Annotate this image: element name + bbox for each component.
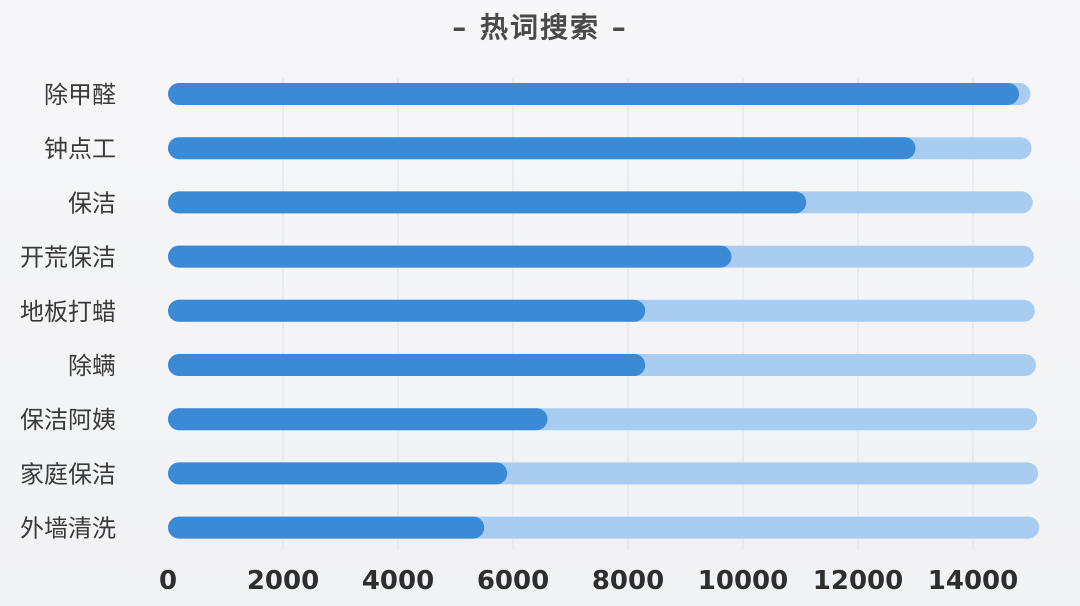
category-label: 除甲醛 — [44, 81, 116, 109]
x-tick-label: 6000 — [477, 566, 549, 596]
category-label: 除螨 — [68, 352, 116, 380]
category-label: 保洁阿姨 — [20, 406, 116, 434]
x-tick-label: 0 — [159, 566, 177, 596]
x-tick-label: 8000 — [592, 566, 664, 596]
category-label: 地板打蜡 — [20, 298, 116, 326]
category-label: 外墙清洗 — [20, 515, 116, 543]
bar — [168, 191, 807, 214]
category-label: 家庭保洁 — [20, 460, 116, 488]
bar — [168, 354, 646, 376]
x-tick-label: 14000 — [928, 566, 1018, 596]
bar — [168, 408, 548, 431]
chart-title: – 热词搜索 – — [452, 11, 628, 44]
bars — [168, 83, 1040, 539]
x-axis-tick-labels: 0 2000 4000 6000 8000 10000 12000 14000 — [159, 566, 1018, 596]
category-label: 钟点工 — [44, 135, 116, 163]
bar — [168, 137, 916, 160]
x-tick-label: 2000 — [247, 566, 319, 596]
bar — [168, 462, 508, 485]
bar — [168, 83, 1019, 105]
x-tick-label: 12000 — [813, 566, 903, 596]
category-label: 保洁 — [68, 189, 116, 217]
bar — [168, 299, 646, 322]
bar — [168, 245, 732, 268]
x-tick-label: 4000 — [362, 566, 434, 596]
category-label: 开荒保洁 — [20, 244, 116, 272]
bar — [168, 516, 485, 539]
x-tick-label: 10000 — [698, 566, 788, 596]
